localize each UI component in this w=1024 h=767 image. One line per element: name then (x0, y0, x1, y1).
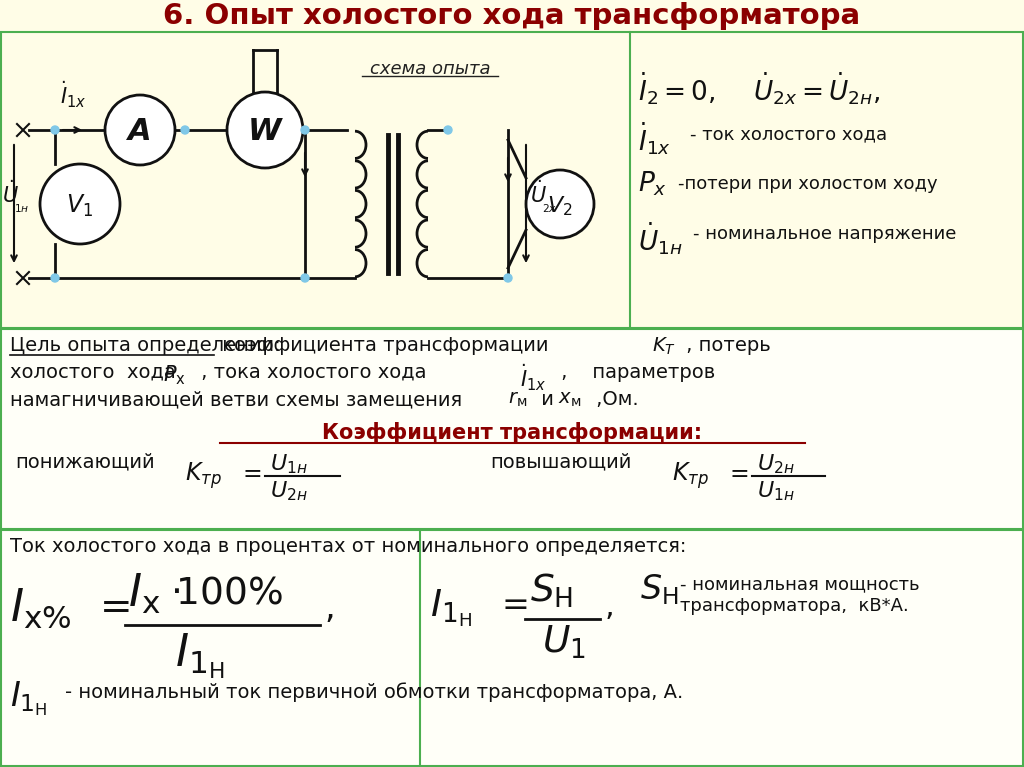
Text: $S_{\rm H}$: $S_{\rm H}$ (640, 572, 679, 607)
Bar (0, 0, 1024, 32)
Circle shape (444, 126, 452, 134)
Text: $I_{1_{\rm H}}$: $I_{1_{\rm H}}$ (430, 587, 472, 629)
Text: ,    параметров: , параметров (555, 363, 715, 382)
Text: и: и (535, 390, 554, 409)
Text: Ток холостого хода в процентах от номинального определяется:: Ток холостого хода в процентах от номина… (10, 537, 686, 556)
Text: $\dot{U}$: $\dot{U}$ (530, 180, 547, 207)
Text: ,: , (605, 592, 614, 621)
Text: $U_{2н}$: $U_{2н}$ (757, 452, 795, 476)
Text: $\dot{U}$: $\dot{U}$ (2, 180, 18, 207)
Text: $\dot{I}_{1x}$: $\dot{I}_{1x}$ (60, 80, 86, 110)
Text: $U_{1н}$: $U_{1н}$ (757, 479, 795, 502)
Text: $K_{тр}$: $K_{тр}$ (672, 460, 709, 491)
Text: $P_x$: $P_x$ (638, 170, 667, 199)
Text: , потерь: , потерь (680, 336, 771, 355)
Text: $U_1$: $U_1$ (542, 624, 586, 661)
Text: $=$: $=$ (495, 587, 528, 620)
Text: $_{1н}$: $_{1н}$ (14, 200, 30, 216)
Text: $U_{1н}$: $U_{1н}$ (270, 452, 308, 476)
Text: $x_{\rm м}$: $x_{\rm м}$ (558, 390, 582, 409)
Text: $=$: $=$ (92, 587, 130, 625)
Text: , тока холостого хода: , тока холостого хода (195, 363, 427, 382)
Text: Коэффициент трансформации:: Коэффициент трансформации: (322, 422, 702, 443)
Text: $S_{\rm H}$: $S_{\rm H}$ (530, 572, 573, 611)
Text: $_{2x}$: $_{2x}$ (542, 200, 557, 216)
Text: Цель опыта определении:: Цель опыта определении: (10, 336, 281, 355)
Text: намагничивающей ветви схемы замещения: намагничивающей ветви схемы замещения (10, 390, 462, 409)
Bar (1, 32, 1023, 328)
Text: $U_{2н}$: $U_{2н}$ (270, 479, 308, 502)
Text: $V_2$: $V_2$ (547, 194, 572, 218)
Bar (1, 530, 1023, 766)
Text: - номинальная мощность: - номинальная мощность (680, 575, 920, 593)
Text: $\cdot\!100\%$: $\cdot\!100\%$ (170, 575, 283, 611)
Text: $K_T$: $K_T$ (652, 336, 676, 357)
Text: трансформатора,  кВ*А.: трансформатора, кВ*А. (680, 597, 908, 615)
Text: A: A (128, 117, 152, 146)
Text: $=$: $=$ (238, 460, 262, 484)
Text: понижающий: понижающий (15, 452, 155, 471)
Text: $I_{\rm x\%}$: $I_{\rm x\%}$ (10, 587, 72, 630)
Circle shape (105, 95, 175, 165)
Text: $\dot{I}_2 = 0,$: $\dot{I}_2 = 0,$ (638, 70, 716, 107)
Text: -потери при холостом ходу: -потери при холостом ходу (678, 175, 938, 193)
Text: $P_{\rm x}$: $P_{\rm x}$ (163, 363, 185, 387)
Circle shape (181, 126, 189, 134)
Text: $\dot{U}_{1н}$: $\dot{U}_{1н}$ (638, 220, 683, 257)
Text: - номинальное напряжение: - номинальное напряжение (693, 225, 956, 243)
Circle shape (51, 126, 59, 134)
Text: $K_{тр}$: $K_{тр}$ (185, 460, 222, 491)
Text: холостого  хода: холостого хода (10, 363, 176, 382)
Text: ,: , (324, 592, 335, 625)
Text: $\dot{I}_{1x}$: $\dot{I}_{1x}$ (638, 120, 671, 156)
Text: $=$: $=$ (725, 460, 749, 484)
Text: ,Ом.: ,Ом. (590, 390, 639, 409)
Text: - ток холостого хода: - ток холостого хода (690, 125, 887, 143)
Circle shape (301, 126, 309, 134)
Text: - номинальный ток первичной обмотки трансформатора, А.: - номинальный ток первичной обмотки тран… (65, 682, 683, 702)
Text: $r_{\rm м}$: $r_{\rm м}$ (508, 390, 527, 409)
Circle shape (40, 164, 120, 244)
Circle shape (301, 274, 309, 282)
Text: $I_{\rm x}$: $I_{\rm x}$ (128, 572, 161, 616)
Circle shape (526, 170, 594, 238)
Text: $I_{1_{\rm H}}$: $I_{1_{\rm H}}$ (175, 632, 224, 681)
Text: $V_1$: $V_1$ (67, 193, 93, 219)
Circle shape (504, 274, 512, 282)
Text: $I_{1_{\rm H}}$: $I_{1_{\rm H}}$ (10, 679, 47, 718)
Text: повышающий: повышающий (490, 452, 632, 471)
Text: коэффициента трансформации: коэффициента трансформации (216, 336, 549, 355)
Text: $\dot{I}_{1x}$: $\dot{I}_{1x}$ (520, 363, 547, 393)
Text: W: W (248, 117, 282, 146)
Circle shape (51, 274, 59, 282)
Text: схема опыта: схема опыта (370, 60, 490, 78)
Text: 6. Опыт холостого хода трансформатора: 6. Опыт холостого хода трансформатора (164, 2, 860, 30)
Bar (1, 329, 1023, 529)
Circle shape (227, 92, 303, 168)
Text: $\dot{U}_{2x} = \dot{U}_{2н},$: $\dot{U}_{2x} = \dot{U}_{2н},$ (753, 70, 881, 107)
